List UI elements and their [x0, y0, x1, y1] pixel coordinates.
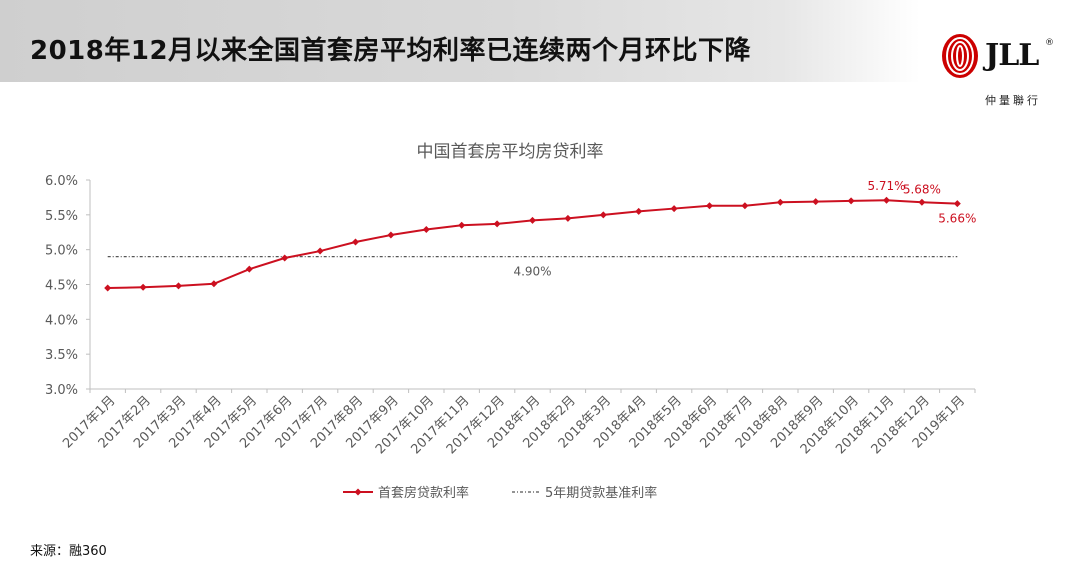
data-label: 5.66% [938, 212, 976, 226]
data-point [210, 280, 218, 288]
data-point [776, 198, 784, 206]
data-point [953, 200, 961, 208]
data-point [741, 202, 749, 210]
data-point [635, 207, 643, 215]
data-point [706, 202, 713, 210]
y-tick-label: 3.5% [45, 348, 78, 363]
legend-label-first-home-rate: 首套房贷款利率 [378, 485, 469, 501]
data-point [139, 283, 147, 291]
jll-logo-icon [942, 34, 978, 78]
data-point [812, 198, 820, 206]
data-point [281, 254, 289, 262]
logo-registered-mark: ® [1045, 38, 1054, 48]
data-point [599, 211, 607, 219]
data-point [387, 231, 395, 239]
data-point [918, 198, 926, 206]
slide-title: 2018年12月以来全国首套房平均利率已连续两个月环比下降 [30, 36, 752, 66]
data-point [493, 220, 501, 228]
data-point [422, 225, 430, 233]
data-point [104, 284, 112, 292]
data-point [564, 214, 572, 222]
data-label: 5.68% [903, 182, 941, 196]
data-point [883, 196, 890, 204]
chart-title: 中国首套房平均房贷利率 [417, 142, 604, 162]
legend-label-reference: 5年期贷款基准利率 [545, 485, 657, 501]
data-point [352, 238, 359, 246]
y-tick-label: 4.0% [45, 313, 78, 328]
y-tick-label: 5.5% [45, 209, 78, 224]
title-brush-background [0, 0, 920, 82]
source-note: 来源：融360 [30, 544, 107, 559]
reference-value-label: 4.90% [513, 265, 551, 279]
data-point [847, 197, 855, 205]
data-point [670, 205, 678, 213]
data-point [245, 265, 253, 273]
data-point [175, 282, 182, 290]
y-tick-label: 6.0% [45, 174, 78, 189]
logo-subtitle: 仲量聯行 [985, 94, 1041, 107]
legend-marker [354, 488, 362, 496]
data-label: 5.71% [867, 179, 905, 193]
logo-wordmark: JLL [985, 38, 1039, 73]
data-point [458, 221, 466, 229]
y-tick-label: 3.0% [45, 383, 78, 398]
data-point [529, 216, 536, 224]
data-point [316, 247, 324, 255]
y-tick-label: 5.0% [45, 244, 78, 259]
y-tick-label: 4.5% [45, 279, 78, 294]
